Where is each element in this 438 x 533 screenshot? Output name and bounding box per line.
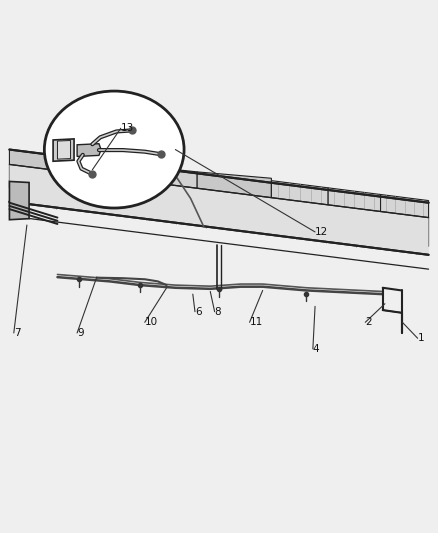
Polygon shape	[10, 165, 428, 255]
Text: 4: 4	[313, 344, 319, 354]
Text: 11: 11	[250, 317, 263, 327]
Text: 7: 7	[14, 328, 21, 338]
Text: 12: 12	[315, 227, 328, 237]
Text: 8: 8	[215, 306, 221, 317]
Polygon shape	[381, 195, 428, 246]
Polygon shape	[77, 144, 101, 157]
Polygon shape	[97, 161, 197, 209]
Polygon shape	[328, 188, 381, 240]
Polygon shape	[57, 141, 71, 159]
Polygon shape	[53, 139, 74, 161]
Polygon shape	[10, 150, 97, 198]
Polygon shape	[197, 172, 272, 215]
Text: 13: 13	[121, 123, 134, 133]
Polygon shape	[10, 181, 29, 220]
Polygon shape	[10, 150, 428, 256]
Text: 9: 9	[77, 328, 84, 338]
Text: 10: 10	[145, 317, 158, 327]
Text: 1: 1	[418, 333, 424, 343]
Text: 6: 6	[195, 306, 201, 317]
Text: 2: 2	[365, 317, 372, 327]
Ellipse shape	[44, 91, 184, 208]
Polygon shape	[272, 181, 328, 233]
